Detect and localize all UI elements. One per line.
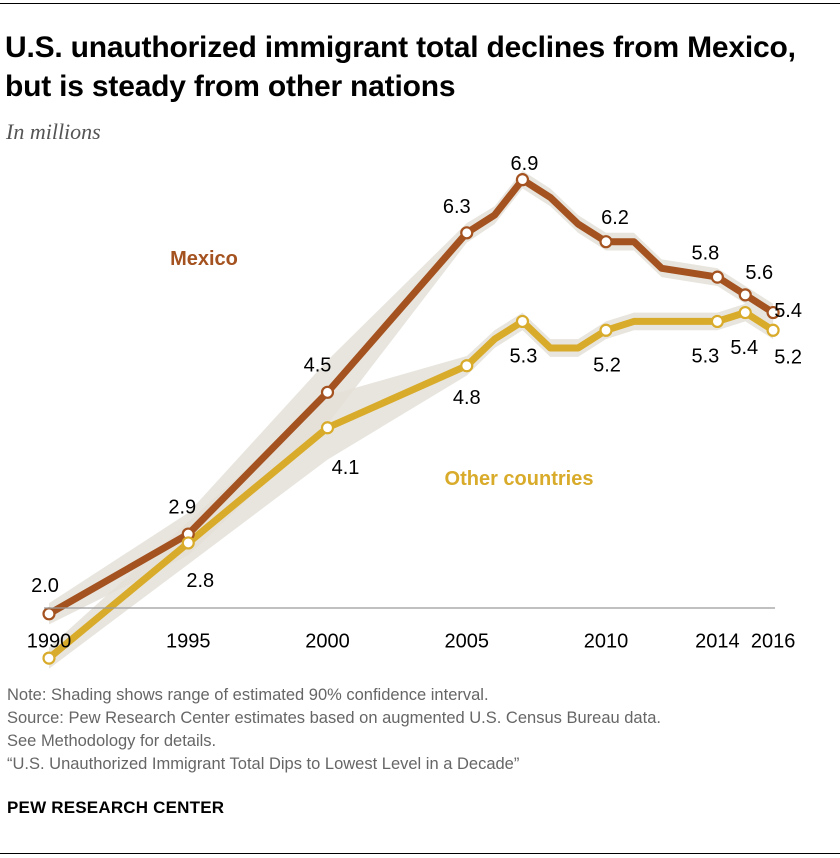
data-label-mexico-2014: 5.8 [691,242,719,264]
data-point-mexico-1990 [42,607,56,621]
methodology-text: See Methodology for details. [7,732,217,750]
x-tick-label-2005: 2005 [445,630,490,652]
data-label-mexico-2010: 6.2 [601,207,629,229]
data-label-other-1995: 2.8 [186,570,214,592]
data-point-other-countries-2015 [738,305,752,320]
data-labels: 2.02.94.56.36.96.25.85.65.41.52.84.14.85… [31,153,802,597]
pew-research-center-logo: PEW RESEARCH CENTER [7,798,225,817]
data-point-other-countries-2000 [320,421,335,435]
data-point-other-countries-2016 [766,323,780,337]
series-lines [45,176,777,662]
data-label-other-2010: 5.2 [593,355,621,377]
data-point-other-countries-2007 [515,314,530,329]
note-text: Note: Shading shows range of estimated 9… [7,686,489,704]
data-point-other-countries-1995 [181,536,195,550]
line-chart: 2.02.94.56.36.96.25.85.65.41.52.84.14.85… [27,153,802,669]
data-points [42,173,780,665]
data-point-other-countries-2010 [599,323,613,337]
data-label-other-2016: 5.2 [774,347,802,369]
data-label-mexico-2000: 4.5 [304,355,332,377]
bottom-rule [0,853,840,854]
data-label-other-2007: 5.3 [510,346,538,368]
x-axis: 1990 1995 2000 2005 2010 2014 2016 [27,607,796,652]
series-label-mexico: Mexico [170,248,238,270]
x-tick-label-2000: 2000 [305,630,350,652]
data-label-other-2014: 5.3 [691,346,719,368]
source-text: Source: Pew Research Center estimates ba… [7,709,661,727]
data-label-other-2000: 4.1 [332,457,360,479]
data-label-mexico-2015: 5.6 [745,262,773,284]
x-tick-label-2014: 2014 [695,630,740,652]
data-point-mexico-2014 [710,270,725,284]
data-label-other-2015: 5.4 [730,337,758,359]
data-point-mexico-2000 [320,385,335,399]
confidence-band-other-countries [49,303,774,669]
data-point-mexico-2016 [766,305,780,320]
top-rule [0,3,840,4]
series-label-other-countries: Other countries [445,468,594,490]
chart-title: U.S. unauthorized immigrant total declin… [5,31,796,103]
series-line-other-countries [45,309,777,662]
data-point-other-countries-2014 [710,314,725,329]
confidence-bands [49,170,774,669]
report-title-text: “U.S. Unauthorized Immigrant Total Dips … [7,755,520,773]
data-point-mexico-2015 [738,288,752,302]
x-tick-label-1990: 1990 [27,630,72,652]
data-point-other-countries-1990 [42,651,56,665]
x-tick-label-1995: 1995 [166,630,211,652]
data-label-mexico-1990: 2.0 [31,575,59,597]
data-label-other-2005: 4.8 [453,387,481,409]
data-point-other-countries-2005 [460,359,474,373]
x-tick-label-2016: 2016 [751,630,796,652]
series-line-mexico [45,176,777,618]
data-point-mexico-2010 [599,235,613,249]
chart-subtitle: In millions [6,119,101,144]
data-label-mexico-2005: 6.3 [443,196,471,218]
chart-notes: Note: Shading shows range of estimated 9… [7,684,827,776]
data-label-mexico-1995: 2.9 [168,496,196,518]
data-label-mexico-2007: 6.9 [511,153,539,175]
data-label-mexico-2016: 5.4 [774,300,802,322]
data-point-mexico-2005 [460,226,474,240]
x-tick-label-2010: 2010 [584,630,629,652]
data-point-mexico-2007 [515,173,530,187]
